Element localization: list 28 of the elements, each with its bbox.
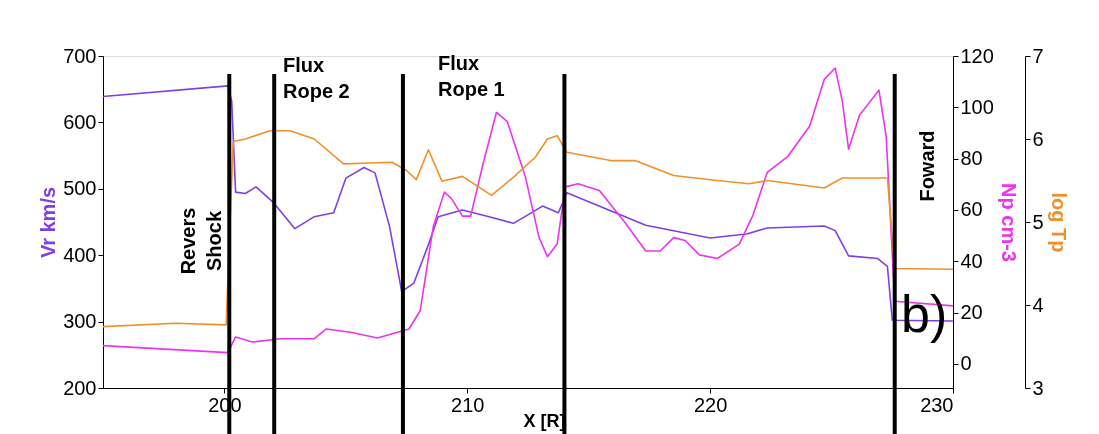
y3-axis-title: log Tp xyxy=(1047,192,1070,253)
y-tick-label: 400 xyxy=(63,243,97,266)
y3-tick-label: 5 xyxy=(1032,210,1044,233)
y3-tick-label: 3 xyxy=(1032,376,1044,399)
y3-tick-label: 7 xyxy=(1032,44,1044,67)
y-tick-label: 300 xyxy=(63,310,97,333)
y2-tick-label: 20 xyxy=(960,301,983,324)
y3-tick-label: 6 xyxy=(1032,127,1044,150)
y2-tick-label: 60 xyxy=(960,198,983,221)
x-tick-label: 220 xyxy=(693,393,728,416)
annotation: Revers Shock xyxy=(177,207,225,275)
y2-tick-label: 80 xyxy=(960,147,983,170)
annotation: Flux Rope 2 xyxy=(283,54,350,102)
y-tick-label: 500 xyxy=(63,177,97,200)
y-tick-label: 700 xyxy=(63,44,97,67)
y2-tick-label: 40 xyxy=(960,249,983,272)
y-axis-title: Vr km/s xyxy=(37,186,60,259)
y2-tick-label: 120 xyxy=(960,44,994,67)
y-tick-label: 200 xyxy=(63,376,97,399)
x-tick-label: 210 xyxy=(451,393,485,416)
y3-tick-label: 4 xyxy=(1032,293,1044,316)
y2-tick-label: 100 xyxy=(960,95,994,118)
y2-tick-label: 0 xyxy=(960,352,972,375)
y2-axis-title: Np cm-3 xyxy=(997,183,1020,262)
y-tick-label: 600 xyxy=(63,110,97,133)
x-tick-label: 230 xyxy=(920,393,954,416)
annotation: Flux Rope 1 xyxy=(438,52,505,100)
annotation: Foward xyxy=(916,130,938,202)
